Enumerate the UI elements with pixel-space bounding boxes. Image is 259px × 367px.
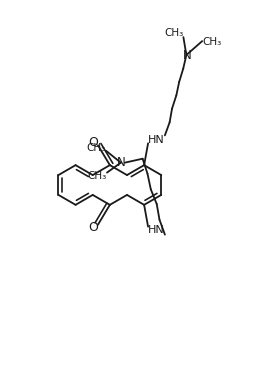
Text: CH₃: CH₃ bbox=[203, 37, 222, 47]
Text: HN: HN bbox=[148, 225, 164, 235]
Text: CH₃: CH₃ bbox=[165, 28, 184, 38]
Text: O: O bbox=[88, 221, 98, 234]
Text: N: N bbox=[117, 156, 125, 169]
Text: CH₃: CH₃ bbox=[88, 171, 107, 181]
Text: N: N bbox=[183, 50, 192, 62]
Text: CH₃: CH₃ bbox=[87, 143, 106, 153]
Text: O: O bbox=[88, 136, 98, 149]
Text: HN: HN bbox=[148, 135, 164, 145]
